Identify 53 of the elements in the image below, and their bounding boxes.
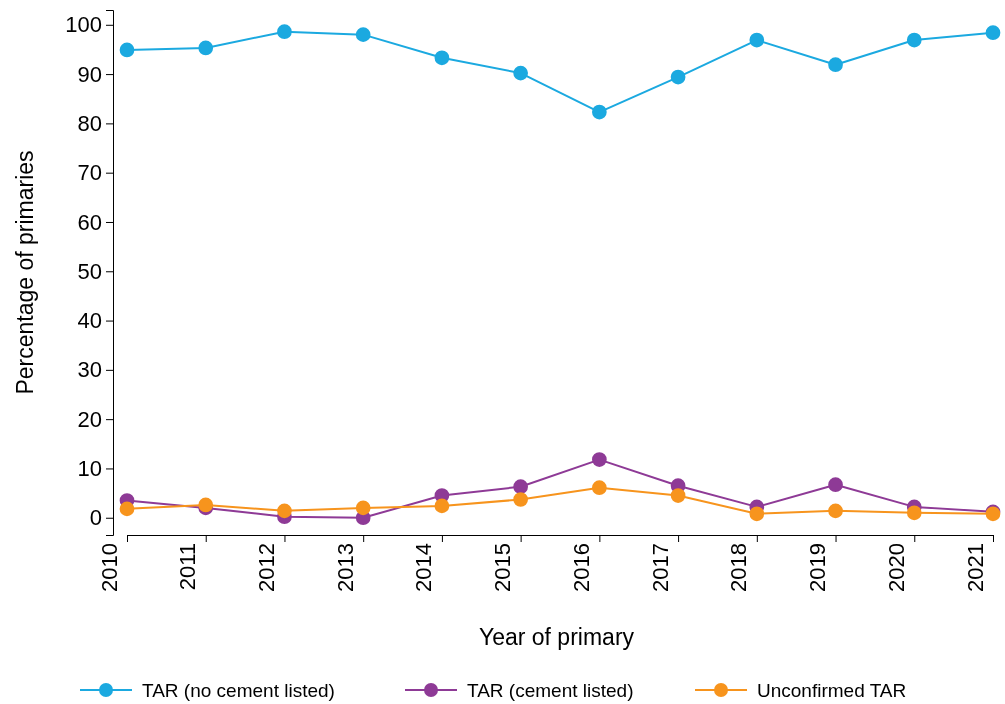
x-tick-label: 2016 [568,543,594,592]
x-axis-title: Year of primary [478,624,635,650]
x-tick-label: 2021 [962,543,988,592]
point [985,25,1001,41]
x-tick-label: 2017 [647,543,673,592]
x-tick-label: 2018 [726,543,752,592]
point [513,65,528,81]
point [749,32,765,48]
legend-label: TAR (no cement listed) [142,679,335,701]
point [434,50,450,66]
x-tick-label: 2012 [253,543,279,592]
x-tick-label: 2014 [411,543,437,592]
point [119,42,135,58]
x-tick-label: 2015 [490,543,516,592]
y-tick-label: 50 [77,258,102,284]
point [277,24,292,40]
x-tick-label: 2019 [805,543,831,592]
y-tick-label: 20 [77,406,102,432]
y-axis-title: Percentage of primaries [12,150,38,395]
point [434,498,450,514]
y-tick-label: 90 [77,61,102,87]
legend-label: Unconfirmed TAR [757,679,907,701]
point [513,479,528,495]
point [592,452,607,467]
x-tick-label: 2011 [175,543,201,591]
point [749,506,765,522]
point [906,505,922,521]
x-tick-label: 2013 [332,543,358,592]
point [355,27,371,42]
point [592,480,607,496]
point [198,40,214,56]
point [355,500,371,516]
point [670,69,686,85]
x-tick-label: 2010 [96,543,122,592]
point [828,503,843,519]
y-tick-label: 60 [77,209,102,235]
y-tick-label: 30 [77,357,102,383]
point [119,501,135,517]
point [828,57,843,73]
y-tick-label: 40 [77,308,102,334]
point [828,477,843,493]
point [670,488,686,503]
y-tick-label: 70 [77,160,102,186]
point [277,503,292,519]
y-tick-label: 100 [65,12,102,38]
legend-label: TAR (cement listed) [467,679,634,701]
y-tick-label: 0 [89,505,102,531]
y-tick-label: 10 [77,455,102,481]
x-tick-label: 2020 [883,543,909,592]
point [513,492,528,507]
point [592,104,607,120]
y-tick-label: 80 [77,110,102,136]
point [906,32,922,48]
